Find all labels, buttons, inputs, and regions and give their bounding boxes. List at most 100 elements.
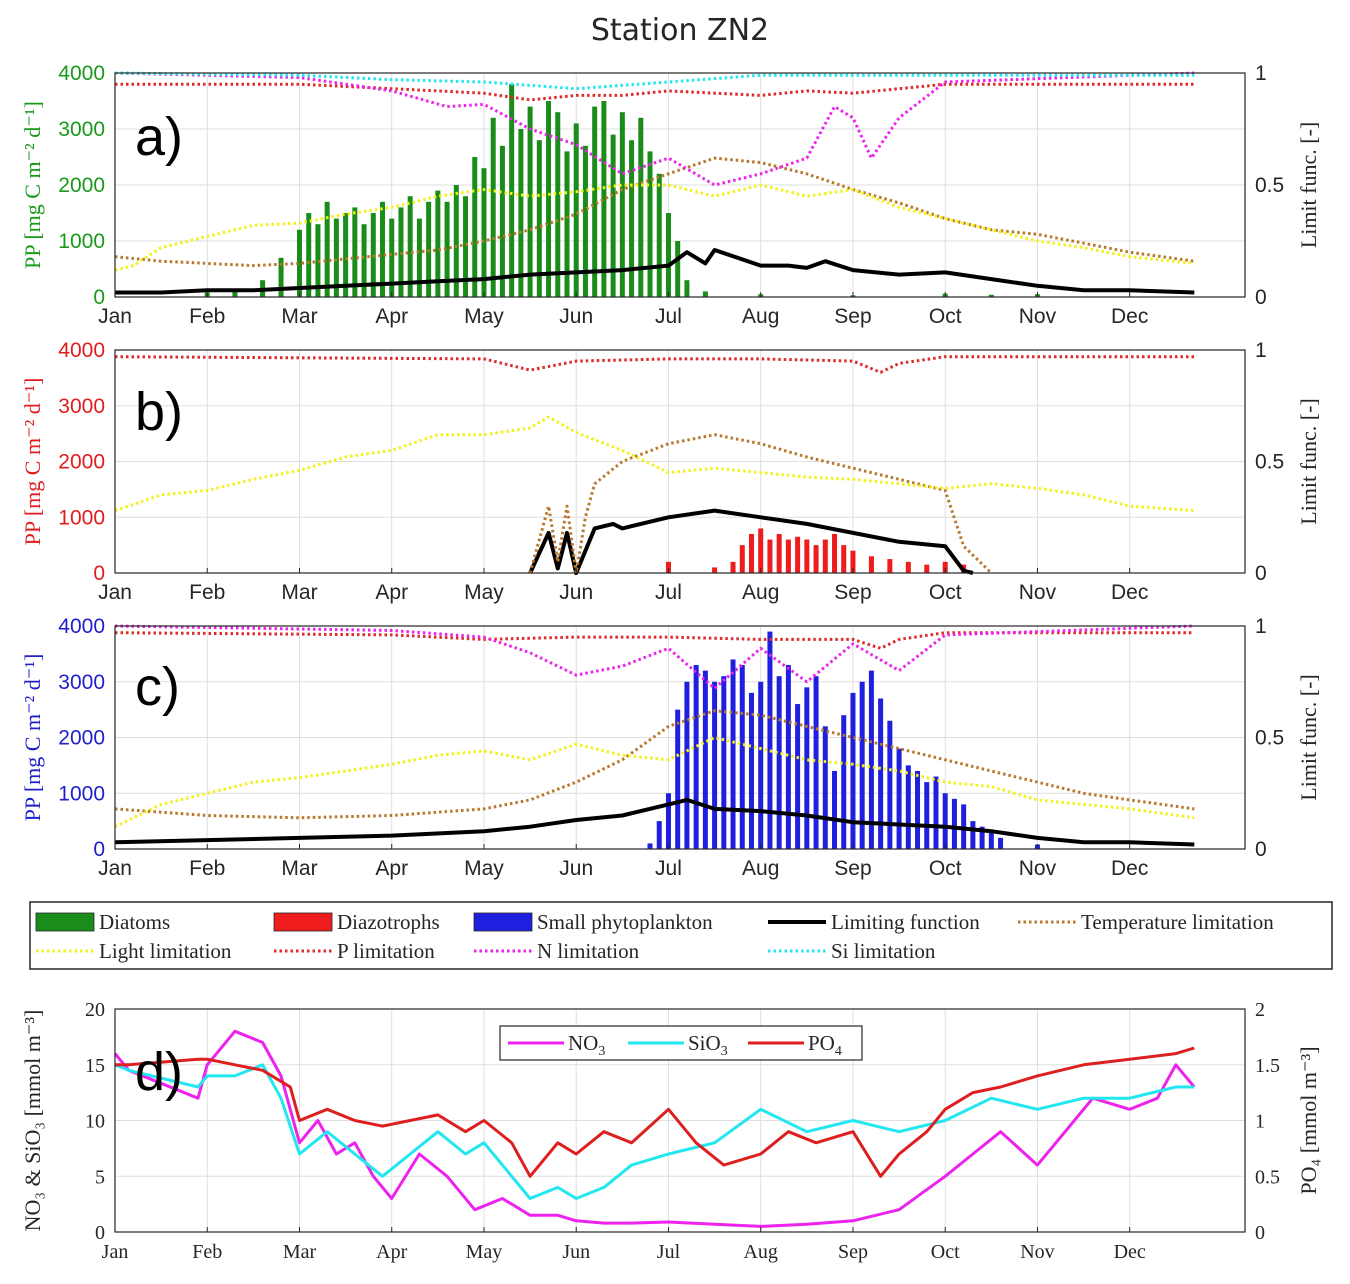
y-tick-label: 10 [85, 1111, 105, 1133]
bar [712, 681, 718, 849]
x-tick-label: Nov [1019, 581, 1057, 604]
series-line [114, 1063, 1195, 1200]
panel-label: c) [135, 657, 180, 717]
x-tick-label: Apr [376, 1241, 407, 1263]
y-axis-label: PP [mg C m⁻² d⁻¹] [20, 654, 45, 822]
x-tick-label: Oct [931, 1241, 960, 1263]
bar [610, 134, 616, 297]
x-tick-label: Feb [189, 857, 225, 880]
series-line [114, 709, 1195, 820]
bar [933, 776, 939, 849]
bar [407, 196, 413, 297]
bar [813, 545, 819, 573]
series-line [115, 1046, 1195, 1178]
x-tick-label: Dec [1114, 1241, 1146, 1263]
panel-label: a) [135, 107, 183, 167]
bar [324, 201, 330, 297]
bar [905, 765, 911, 849]
y2-tick-label: 0 [1255, 562, 1267, 585]
bar [509, 84, 515, 297]
bar [951, 798, 957, 849]
bar [278, 257, 284, 297]
bar [555, 112, 561, 297]
bar [518, 129, 524, 297]
bar [647, 151, 653, 297]
legend-swatch [273, 912, 333, 932]
bar [767, 631, 773, 849]
bar [665, 213, 671, 297]
bar [832, 533, 838, 573]
x-tick-label: Oct [929, 857, 962, 880]
y2-axis-label: Limit func. [-] [1296, 122, 1321, 248]
x-tick-label: Jan [98, 305, 132, 328]
bar [896, 748, 902, 849]
bar [942, 561, 948, 573]
x-tick-label: Sep [834, 581, 871, 604]
series-line [114, 156, 1195, 268]
bar [813, 676, 819, 849]
y-tick-label: 0 [95, 1222, 105, 1244]
bar [887, 559, 893, 573]
bar [481, 168, 487, 297]
figure-title: Station ZN2 [591, 13, 769, 48]
panels: Jan Feb Mar Apr May Jun Jul Aug Sep Oct Nov Dec0100… [20, 62, 1321, 1263]
series-line [528, 508, 974, 575]
bar [739, 545, 745, 573]
x-tick-label: Jun [559, 857, 593, 880]
legend-item: Diatoms [35, 910, 170, 934]
legend-d-item: SiO3 [628, 1031, 728, 1059]
bar [804, 539, 810, 573]
bar [776, 676, 782, 849]
bar [924, 782, 930, 849]
y-axis-label: PP [mg C m⁻² d⁻¹] [20, 101, 45, 269]
panel-label: b) [135, 382, 183, 442]
bar [380, 201, 386, 297]
bar [795, 536, 801, 573]
bar [758, 528, 764, 573]
axes-frame [114, 349, 1246, 574]
x-tick-label: Aug [742, 305, 779, 328]
bar [647, 843, 653, 849]
bar [850, 550, 856, 573]
legend-label: Diazotrophs [337, 910, 440, 934]
bar [841, 715, 847, 849]
bar [841, 545, 847, 573]
x-tick-label: Jun [559, 581, 593, 604]
bar [684, 280, 690, 297]
x-tick-label: Nov [1019, 305, 1057, 328]
bar [988, 832, 994, 849]
x-tick-label: Sep [834, 305, 871, 328]
x-tick-label: May [466, 1241, 503, 1263]
series-line [115, 82, 1195, 102]
x-tick-label: Feb [192, 1241, 222, 1263]
axes-frame [114, 1008, 1246, 1233]
y-tick-label: 5 [95, 1166, 105, 1188]
y-tick-label: 20 [85, 999, 105, 1021]
bar [730, 561, 736, 573]
bar [887, 720, 893, 849]
panel-b: Jan Feb Mar Apr May Jun Jul Aug Sep Oct Nov Dec0100… [20, 339, 1321, 604]
bar [546, 101, 552, 297]
bar [785, 665, 791, 849]
y-tick-label: 4000 [58, 615, 105, 638]
legend-item: Si limitation [768, 939, 936, 963]
bar [629, 140, 635, 297]
y-axis-label: NO₃ & SiO₃ [mmol m⁻³] [20, 1010, 45, 1232]
x-tick-label: Nov [1019, 857, 1057, 880]
bar [776, 533, 782, 573]
x-tick-label: Jul [655, 305, 682, 328]
bar [463, 196, 469, 297]
y-tick-label: 1000 [58, 782, 105, 805]
y2-tick-label: 0 [1255, 1222, 1265, 1244]
bar [536, 140, 542, 297]
bar [564, 151, 570, 297]
x-tick-label: May [464, 305, 504, 328]
legend-item: P limitation [274, 939, 435, 963]
y-tick-label: 3000 [58, 671, 105, 694]
y2-tick-label: 1 [1255, 62, 1267, 85]
series-line [114, 624, 1195, 690]
bar [675, 241, 681, 297]
y-tick-label: 0 [93, 562, 105, 585]
legend-swatch [473, 912, 533, 932]
bar [333, 218, 339, 297]
